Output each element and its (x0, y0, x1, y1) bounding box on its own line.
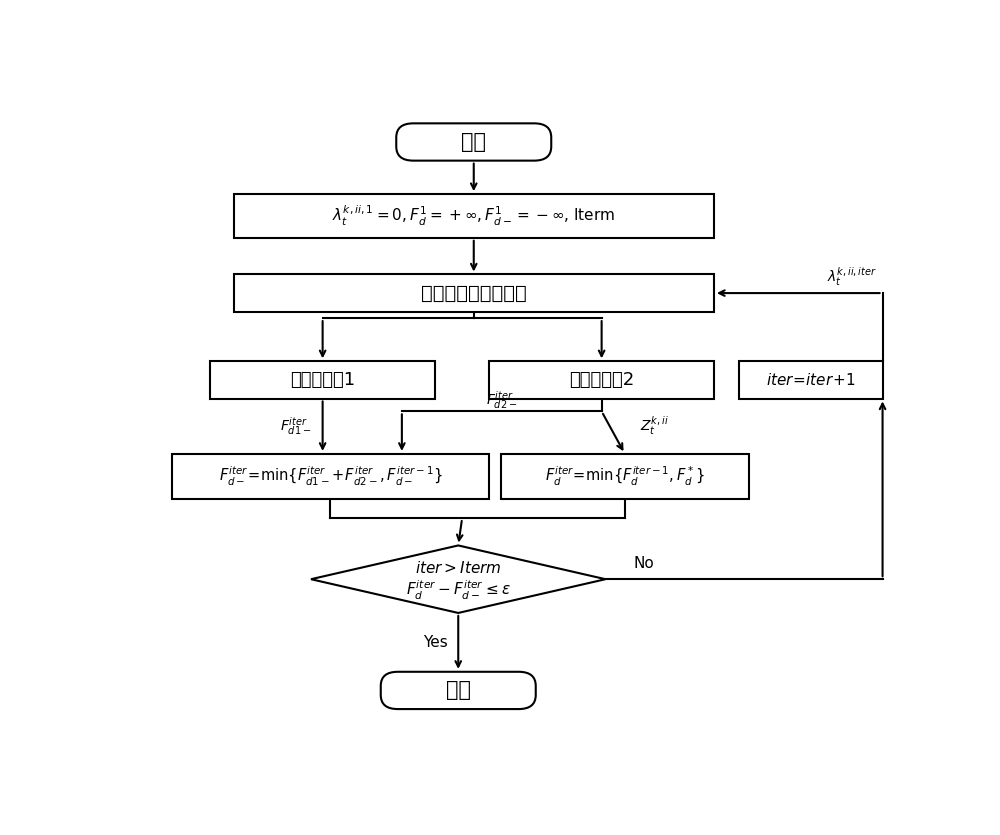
Polygon shape (311, 545, 606, 613)
FancyBboxPatch shape (381, 672, 536, 709)
Text: $Z_t^{k,ii}$: $Z_t^{k,ii}$ (640, 415, 669, 438)
Text: 开始: 开始 (461, 132, 486, 152)
Text: 解决子问题2: 解决子问题2 (569, 371, 634, 389)
Bar (234, 194, 714, 238)
Text: Yes: Yes (423, 635, 447, 650)
Text: $F_{d2-}^{iter}$: $F_{d2-}^{iter}$ (486, 389, 517, 411)
Text: $F_{d-}^{iter}\!=\!\min\{F_{d1-}^{iter}\!+\!F_{d2-}^{iter}, F_{d-}^{iter-1}\}$: $F_{d-}^{iter}\!=\!\min\{F_{d1-}^{iter}\… (219, 465, 442, 488)
Text: $iter\!=\!iter\!+\!1$: $iter\!=\!iter\!+\!1$ (766, 372, 856, 388)
FancyBboxPatch shape (396, 124, 551, 160)
Text: 解决子问题1: 解决子问题1 (290, 371, 355, 389)
Bar (172, 454, 489, 498)
Text: $\lambda_t^{k,ii,1}=0, F_d^1=+\infty, F_{d-}^1=-\infty$, Iterm: $\lambda_t^{k,ii,1}=0, F_d^1=+\infty, F_… (332, 204, 615, 228)
Bar (739, 362, 883, 398)
Bar (234, 275, 714, 311)
Text: $F_d^{iter}-F_{d-}^{iter}\leq\varepsilon$: $F_d^{iter}-F_{d-}^{iter}\leq\varepsilon… (406, 579, 511, 602)
Text: No: No (634, 555, 655, 570)
Bar (501, 454, 749, 498)
Text: $iter > Iterm$: $iter > Iterm$ (415, 559, 502, 575)
Text: $F_{d1-}^{iter}$: $F_{d1-}^{iter}$ (280, 415, 311, 438)
Text: 解决微电网调度问题: 解决微电网调度问题 (421, 284, 527, 302)
Bar (210, 362, 435, 398)
Text: $F_d^{iter}\!=\!\min\{F_d^{iter-1}, F_d^*\}$: $F_d^{iter}\!=\!\min\{F_d^{iter-1}, F_d^… (545, 465, 705, 488)
Text: $\lambda_t^{k,ii,iter}$: $\lambda_t^{k,ii,iter}$ (827, 266, 876, 288)
Text: 结束: 结束 (446, 681, 471, 701)
Bar (489, 362, 714, 398)
